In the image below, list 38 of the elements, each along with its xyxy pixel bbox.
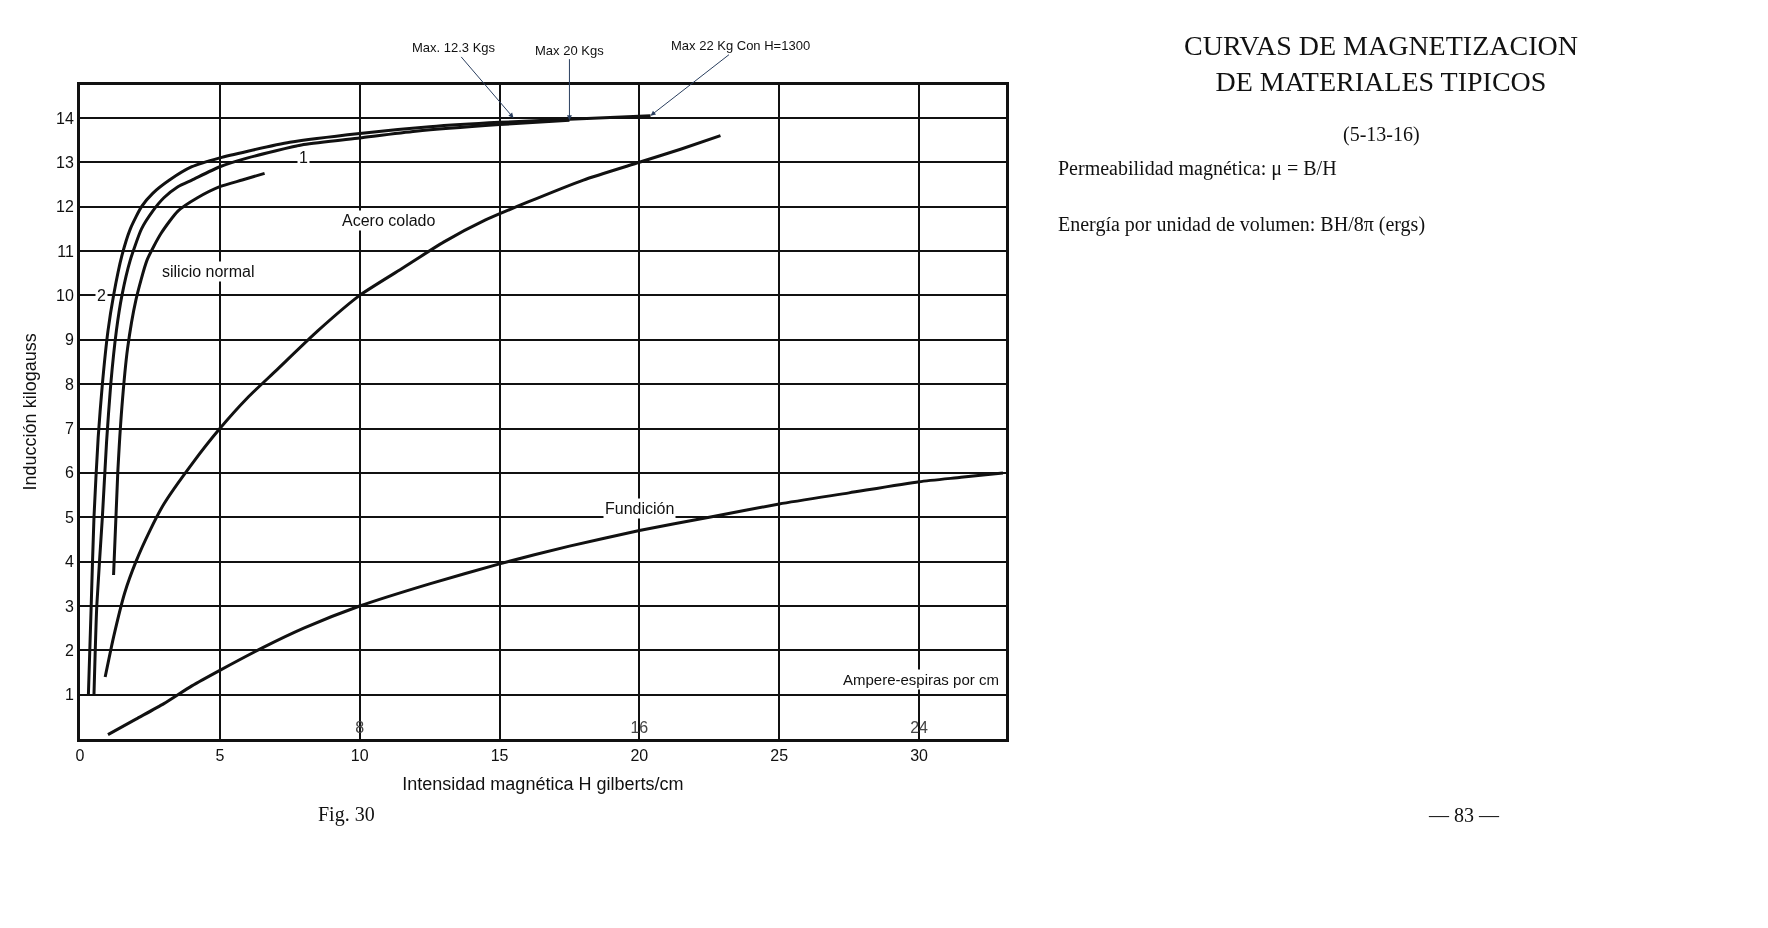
y-tick-label: 5 (64, 508, 74, 526)
x2-axis-title: Ampere-espiras por cm (843, 671, 999, 688)
x-tick-label: 15 (490, 747, 509, 765)
y-tick-label: 10 (56, 287, 74, 304)
y-tick-label: 1 (64, 686, 74, 704)
x-tick-label: 0 (75, 747, 85, 765)
caption: Fig. 30 (318, 803, 375, 826)
text: (5-13-16) (1343, 123, 1420, 146)
y-axis-title: Inducción kilogauss (20, 333, 41, 491)
annotation: Max. 12.3 Kgs (412, 40, 496, 55)
y-tick-label: 6 (64, 464, 74, 482)
y-tick-label: 14 (56, 109, 74, 127)
x-tick-label: 30 (910, 747, 929, 765)
text: CURVAS DE MAGNETIZACION DE MATERIALES TIPICOS (1184, 30, 1578, 98)
text: — 83 — (1428, 804, 1500, 826)
x-axis-title: Intensidad magnética H gilberts/cm (402, 774, 684, 795)
y-tick-label: 4 (64, 553, 74, 571)
x-tick-label: 10 (350, 747, 369, 765)
y-tick-label: 2 (64, 641, 74, 659)
y-tick-label: 11 (57, 242, 74, 260)
series-label: 1 (299, 149, 308, 166)
text: Permeabilidad magnética: μ = B/H (1058, 157, 1337, 180)
text: Energía por unidad de volumen: BH/8π (ergs) (1058, 213, 1426, 236)
y-tick-label: 12 (56, 198, 74, 216)
y-tick-label: 8 (64, 375, 74, 393)
x-tick-label: 20 (630, 747, 649, 765)
x-tick-label: 5 (215, 747, 225, 765)
series-label: 2 (97, 287, 106, 304)
series-label: Fundición (605, 500, 675, 517)
y-tick-label: 13 (56, 153, 74, 171)
y-tick-label: 7 (64, 420, 74, 438)
y-tick-label: 3 (64, 597, 74, 615)
annotation: Max 22 Kg Con H=1300 (671, 38, 811, 53)
annotation: Max 20 Kgs (535, 43, 605, 58)
y-tick-label: 9 (64, 331, 74, 349)
series-label: silicio normal (162, 263, 255, 280)
x-tick-label: 25 (770, 747, 789, 765)
series-label: Acero colado (342, 212, 436, 229)
